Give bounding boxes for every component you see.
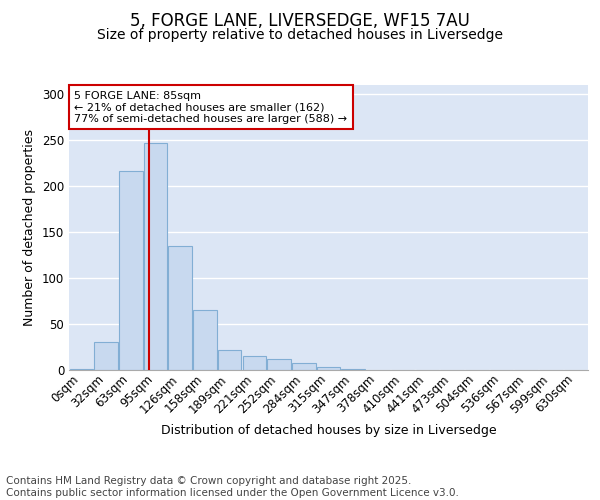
Text: 5 FORGE LANE: 85sqm
← 21% of detached houses are smaller (162)
77% of semi-detac: 5 FORGE LANE: 85sqm ← 21% of detached ho… (74, 90, 347, 124)
Bar (193, 310, 217, 370)
Bar (218, 350, 241, 370)
Y-axis label: Number of detached properties: Number of detached properties (23, 129, 37, 326)
Bar (70, 369, 93, 370)
Bar (242, 356, 266, 370)
Bar (169, 246, 192, 370)
Text: Contains HM Land Registry data © Crown copyright and database right 2025.
Contai: Contains HM Land Registry data © Crown c… (6, 476, 459, 498)
Bar (119, 170, 143, 370)
Bar (144, 143, 167, 370)
Bar (94, 342, 118, 370)
Bar (292, 362, 316, 370)
Text: 5, FORGE LANE, LIVERSEDGE, WF15 7AU: 5, FORGE LANE, LIVERSEDGE, WF15 7AU (130, 12, 470, 30)
Text: Size of property relative to detached houses in Liversedge: Size of property relative to detached ho… (97, 28, 503, 42)
Bar (268, 359, 291, 370)
Bar (341, 369, 365, 370)
X-axis label: Distribution of detached houses by size in Liversedge: Distribution of detached houses by size … (161, 424, 496, 437)
Bar (317, 367, 340, 370)
